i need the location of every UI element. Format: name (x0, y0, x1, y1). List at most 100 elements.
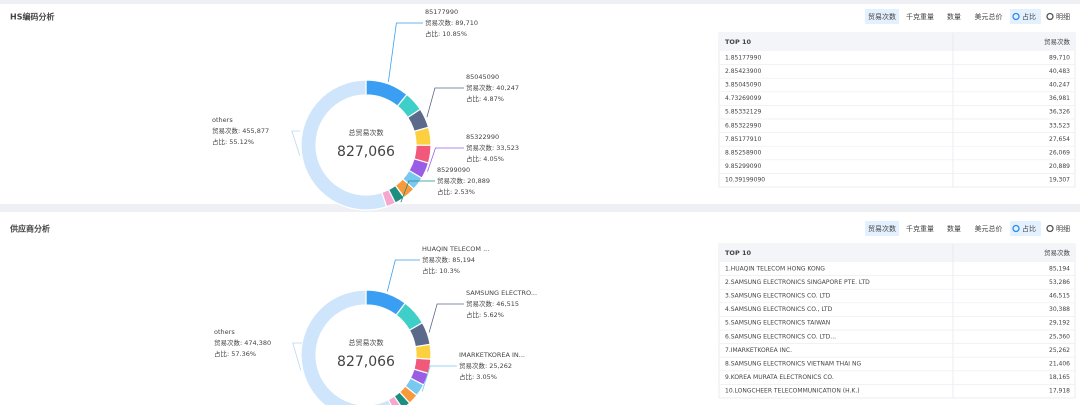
tab[interactable] (865, 221, 899, 236)
callout-name: 85177990 (425, 8, 458, 16)
tab[interactable] (943, 9, 965, 24)
row-name: 2.SAMSUNG ELECTRONICS SINGAPORE PTE. LTD (725, 279, 870, 286)
row-value: 40,247 (1049, 82, 1070, 89)
callout-count: 贸易次数: 89,710 (425, 18, 478, 27)
table-header-bg (719, 244, 1075, 262)
row-name: 9.85299090 (725, 163, 761, 170)
tab-label[interactable]: 美元总价 (975, 224, 1003, 233)
center-label: 总贸易次数 (349, 338, 384, 347)
row-name: 8.SAMSUNG ELECTRONICS VIETNAM THAI NG (725, 361, 861, 368)
toggle-label[interactable]: 明细 (1056, 224, 1070, 233)
callout-share: 占比: 4.87% (466, 94, 504, 103)
callout-name: HUAQIN TELECOM ... (422, 245, 489, 253)
row-name: 3.85045090 (725, 82, 761, 89)
callout-share: 占比: 10.85% (425, 29, 467, 38)
center-label: 总贸易次数 (349, 128, 384, 137)
callout-share: 占比: 57.36% (214, 349, 256, 358)
row-value: 30,388 (1049, 306, 1070, 313)
toggle-icon (1012, 12, 1020, 21)
tab[interactable] (902, 221, 938, 236)
row-value: 25,262 (1049, 347, 1070, 354)
tab-label[interactable]: 千克重量 (906, 12, 934, 21)
callout-count: 贸易次数: 20,889 (437, 176, 490, 185)
tab-label[interactable]: 数量 (947, 12, 961, 21)
table-header: TOP 10 (725, 38, 752, 46)
row-name: 7.IMARKETKOREA INC. (725, 347, 792, 354)
center-value: 827,066 (337, 354, 395, 370)
tab[interactable] (865, 9, 899, 24)
leader-line (427, 147, 464, 172)
toggle[interactable] (1010, 221, 1041, 236)
row-value: 40,483 (1049, 68, 1070, 75)
leader-line (428, 303, 464, 333)
callout-count: 贸易次数: 25,262 (459, 361, 512, 370)
tab-label[interactable]: 数量 (947, 224, 961, 233)
row-value: 36,326 (1049, 109, 1070, 116)
callout-share: 占比: 3.05% (459, 372, 497, 381)
panel-title: HS编码分析 (10, 12, 54, 22)
row-value: 19,307 (1049, 177, 1070, 184)
row-value: 29,192 (1049, 320, 1070, 327)
toggle[interactable] (1044, 221, 1073, 236)
row-name: 1.HUAQIN TELECOM HONG KONG (725, 265, 825, 272)
tab[interactable] (970, 9, 1007, 24)
callout-share: 占比: 10.3% (422, 266, 460, 275)
top-bar (0, 0, 1080, 4)
callout-name: others (212, 116, 233, 124)
row-name: 6.SAMSUNG ELECTRONICS CO. LTD... (725, 333, 836, 340)
row-name: 4.73269099 (725, 95, 761, 102)
tab[interactable] (902, 9, 938, 24)
toggle[interactable] (1010, 9, 1041, 24)
callout-count: 贸易次数: 40,247 (466, 83, 519, 92)
panel-title: 供应商分析 (9, 224, 50, 234)
callout-count: 贸易次数: 474,380 (214, 338, 271, 347)
row-name: 9.KOREA MURATA ELECTRONICS CO. (725, 374, 834, 381)
callout-name: IMARKETKOREA IN... (459, 351, 525, 359)
tab-label[interactable]: 千克重量 (906, 224, 934, 233)
row-value: 33,523 (1049, 122, 1070, 129)
toggle-icon (1012, 224, 1020, 233)
table-header: TOP 10 (725, 249, 752, 257)
table-header-bg (719, 33, 1075, 51)
callout-name: 85299090 (437, 166, 470, 174)
row-name: 10.LONGCHEER TELECOMMUNICATION (H.K.) (725, 388, 860, 395)
toggle[interactable] (1044, 9, 1073, 24)
tab[interactable] (943, 221, 965, 236)
leader-line (292, 342, 302, 371)
row-value: 17,918 (1049, 388, 1070, 395)
row-value: 85,194 (1049, 265, 1070, 272)
tab-label[interactable]: 贸易次数 (868, 224, 896, 233)
callout-count: 贸易次数: 33,523 (466, 143, 519, 152)
row-name: 5.85332129 (725, 109, 761, 116)
row-name: 8.85258900 (725, 150, 761, 157)
callout-share: 占比: 4.05% (466, 154, 504, 163)
tab-label[interactable]: 美元总价 (975, 12, 1003, 21)
leader-line (386, 259, 420, 292)
row-name: 4.SAMSUNG ELECTRONICS CO., LTD (725, 306, 833, 313)
leader-line (400, 180, 435, 203)
callout-share: 占比: 5.62% (466, 310, 504, 319)
donut-segment (414, 343, 432, 360)
callout-name: others (214, 328, 235, 336)
callout-share: 占比: 2.53% (437, 187, 475, 196)
table-header: 贸易次数 (1044, 37, 1071, 46)
tab-label[interactable]: 贸易次数 (868, 12, 896, 21)
callout-name: 85045090 (466, 73, 499, 81)
toggle-label[interactable]: 占比 (1022, 224, 1036, 233)
center-value: 827,066 (337, 144, 395, 160)
callout-share: 占比: 55.12% (212, 137, 254, 146)
row-name: 2.85423900 (725, 68, 761, 75)
toggle-icon (1046, 12, 1054, 21)
row-value: 18,165 (1049, 374, 1070, 381)
row-value: 46,515 (1049, 293, 1070, 300)
toggle-label[interactable]: 占比 (1022, 12, 1036, 21)
table-frame (718, 243, 1076, 399)
leader-line (421, 365, 457, 392)
tab[interactable] (970, 221, 1007, 236)
row-value: 89,710 (1049, 54, 1070, 61)
row-value: 53,286 (1049, 279, 1070, 286)
toggle-icon (1046, 224, 1054, 233)
toggle-label[interactable]: 明细 (1056, 12, 1070, 21)
